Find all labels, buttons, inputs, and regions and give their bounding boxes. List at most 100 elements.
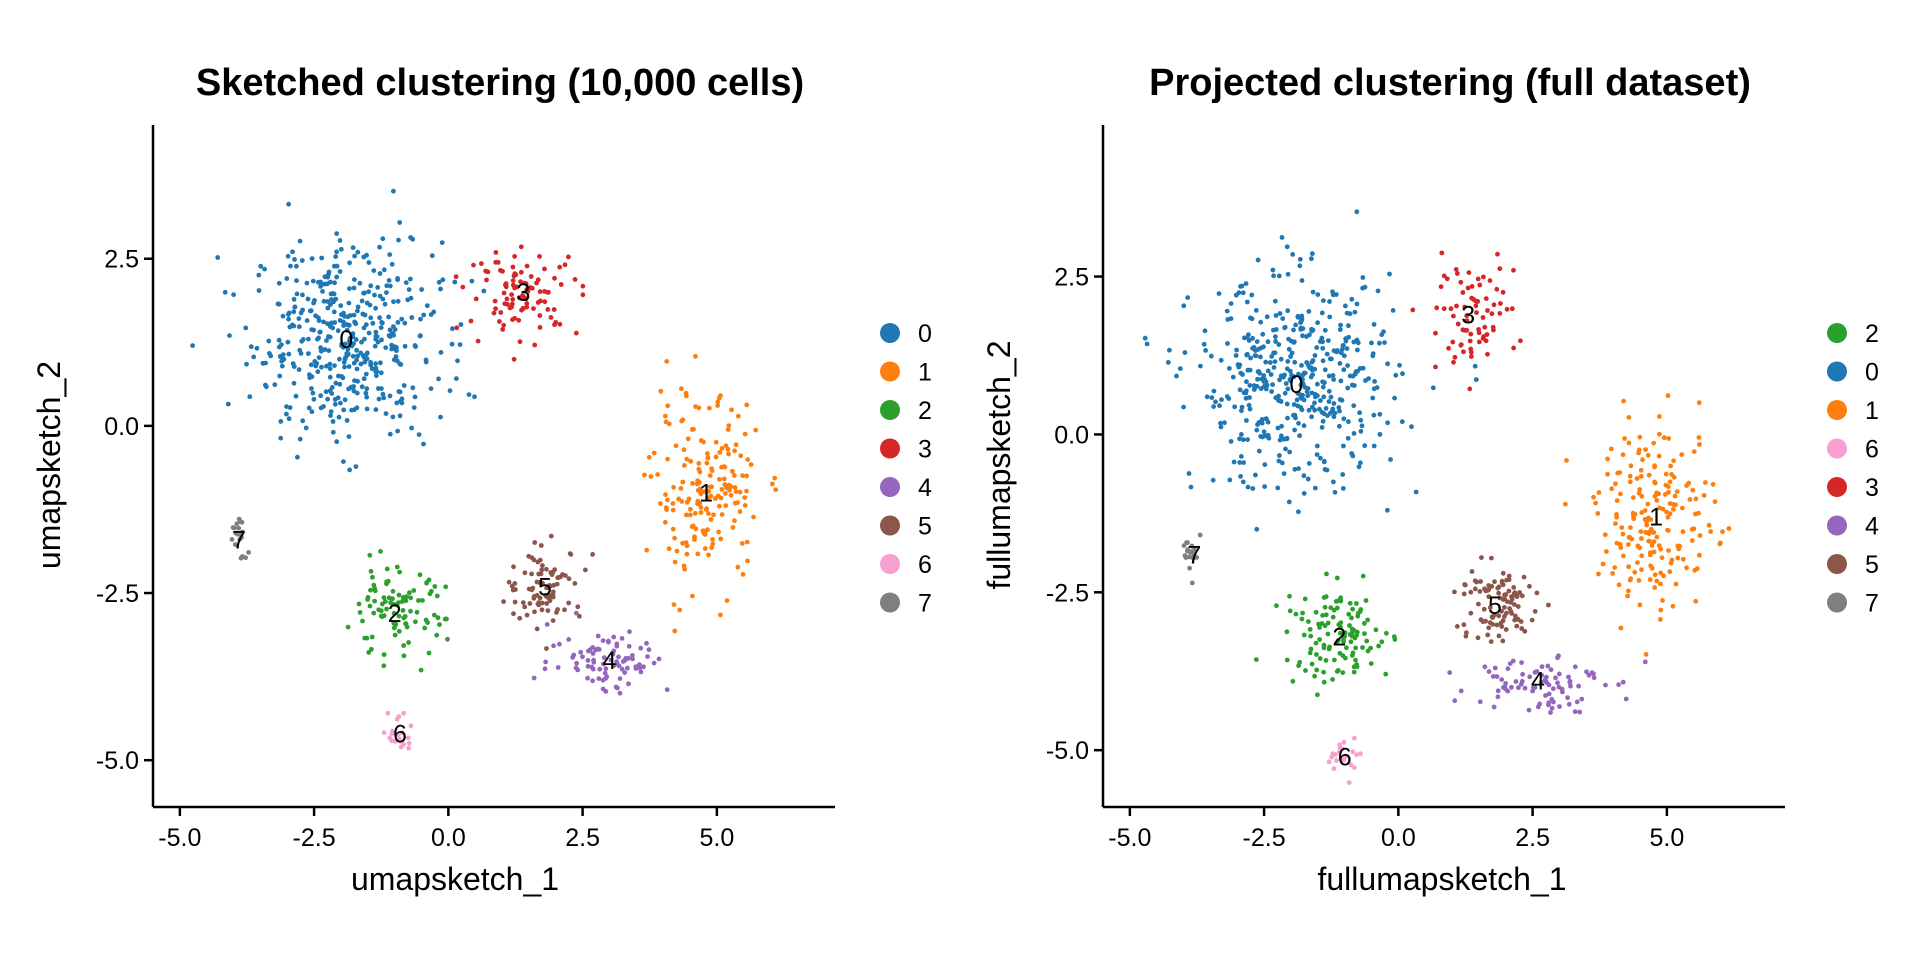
scatter-point	[1379, 639, 1385, 645]
scatter-point	[449, 341, 455, 347]
scatter-point	[730, 525, 736, 530]
scatter-point	[1296, 420, 1301, 426]
scatter-point	[692, 511, 698, 516]
scatter-point	[1660, 598, 1665, 603]
scatter-point	[1576, 683, 1581, 689]
scatter-point	[1546, 702, 1551, 708]
scatter-point	[524, 263, 530, 269]
scatter-point	[1392, 395, 1397, 401]
scatter-point	[1485, 308, 1490, 313]
scatter-point	[1296, 371, 1301, 377]
scatter-point	[1383, 671, 1389, 677]
scatter-point	[690, 481, 695, 486]
scatter-point	[401, 653, 407, 659]
scatter-point	[732, 473, 737, 478]
scatter-point	[1522, 628, 1528, 634]
scatter-point	[400, 599, 405, 604]
scatter-point	[1667, 501, 1673, 506]
scatter-point	[1370, 395, 1376, 401]
scatter-point	[626, 681, 631, 687]
scatter-point	[1652, 493, 1658, 499]
scatter-point	[1278, 356, 1284, 362]
scatter-point	[492, 298, 498, 304]
scatter-point	[1613, 521, 1618, 526]
scatter-point	[325, 305, 331, 311]
scatter-point	[1614, 540, 1620, 546]
scatter-point	[537, 313, 543, 318]
scatter-point	[641, 664, 646, 670]
scatter-point	[1245, 437, 1250, 442]
scatter-point	[1251, 345, 1257, 350]
scatter-point	[1486, 594, 1492, 600]
scatter-point	[1322, 327, 1328, 333]
scatter-point	[1635, 543, 1641, 549]
scatter-point	[418, 316, 423, 322]
scatter-point	[1263, 386, 1269, 392]
scatter-point	[307, 372, 312, 377]
scatter-point	[1644, 519, 1649, 524]
scatter-point	[1663, 471, 1669, 477]
scatter-point	[682, 566, 688, 572]
scatter-point	[1271, 327, 1276, 333]
scatter-point	[1351, 664, 1357, 670]
scatter-point	[1350, 606, 1355, 612]
scatter-point	[603, 666, 609, 672]
scatter-point	[1490, 674, 1496, 679]
scatter-point	[429, 253, 435, 259]
scatter-point	[738, 453, 744, 459]
scatter-point	[389, 331, 395, 337]
scatter-point	[1549, 705, 1555, 711]
scatter-point	[1253, 308, 1259, 313]
scatter-point	[719, 464, 724, 470]
scatter-point	[406, 745, 411, 751]
scatter-point	[580, 654, 585, 660]
scatter-point	[453, 274, 459, 280]
scatter-point	[1258, 319, 1264, 325]
scatter-point	[1563, 501, 1568, 507]
scatter-point	[279, 358, 284, 364]
scatter-point	[1306, 407, 1312, 413]
scatter-point	[310, 390, 316, 396]
scatter-point	[1265, 419, 1271, 425]
scatter-point	[392, 632, 398, 638]
scatter-point	[1226, 396, 1232, 401]
scatter-point	[383, 411, 389, 416]
scatter-point	[1344, 346, 1350, 351]
scatter-point	[732, 518, 737, 524]
scatter-point	[379, 386, 384, 391]
scatter-point	[644, 547, 650, 553]
scatter-point	[1464, 318, 1470, 323]
scatter-point	[1645, 501, 1651, 507]
scatter-point	[1385, 420, 1390, 426]
scatter-point	[1375, 288, 1381, 294]
scatter-point	[389, 261, 395, 267]
legend-swatch	[1827, 477, 1847, 497]
scatter-point	[713, 439, 719, 445]
cluster-label: 0	[1289, 371, 1303, 399]
scatter-point	[391, 625, 397, 631]
scatter-point	[396, 714, 402, 719]
scatter-point	[417, 572, 423, 578]
scatter-point	[719, 512, 725, 517]
scatter-point	[1465, 285, 1471, 291]
scatter-point	[1358, 428, 1364, 434]
scatter-point	[1605, 456, 1610, 462]
scatter-point	[392, 327, 398, 332]
scatter-point	[1300, 377, 1305, 383]
scatter-point	[716, 529, 721, 535]
scatter-point	[423, 617, 429, 623]
scatter-point	[387, 252, 393, 257]
scatter-point	[1646, 515, 1651, 521]
scatter-point	[1574, 699, 1580, 705]
scatter-point	[1463, 582, 1468, 588]
scatter-point	[1349, 296, 1355, 302]
scatter-point	[1338, 322, 1343, 328]
scatter-point	[1635, 560, 1640, 565]
cluster-label: 2	[1332, 624, 1346, 652]
scatter-point	[1451, 359, 1456, 365]
scatter-point	[332, 320, 338, 325]
scatter-point	[672, 559, 678, 565]
scatter-point	[600, 638, 606, 643]
